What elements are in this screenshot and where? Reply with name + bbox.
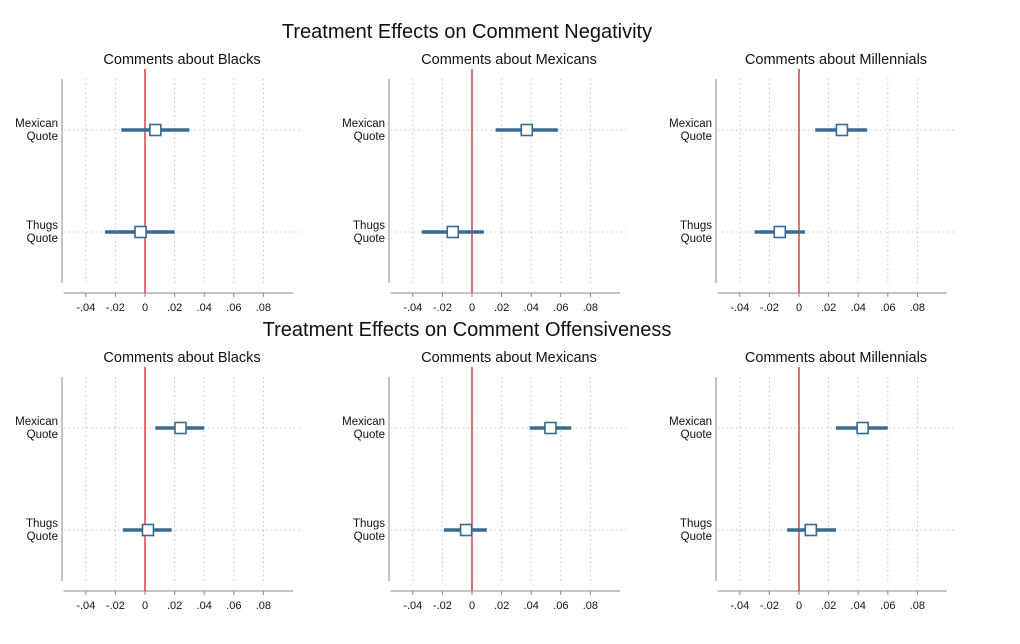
panel-4-category-label: Quote	[27, 429, 58, 441]
panel-3-x-tick-label: .08	[910, 302, 925, 314]
panel-1-category-label: Thugs	[26, 220, 58, 232]
panel-4-x-tick-label: .04	[197, 600, 212, 612]
panel-3-x-tick-label: .04	[851, 302, 866, 314]
panel-3-category-label: Thugs	[680, 220, 712, 232]
panel-3-category-label: Quote	[681, 233, 712, 245]
panel-3-point-estimate	[773, 225, 787, 239]
panel-2-point-estimate	[446, 225, 460, 239]
panel-5-subtitle: Comments about Mexicans	[421, 350, 597, 366]
panel-3-x-tick-label: -.04	[730, 302, 749, 314]
panel-4-category-label: Mexican	[15, 416, 58, 428]
panel-4-category-label: Quote	[27, 531, 58, 543]
panel-2-x-tick-label: -.04	[403, 302, 422, 314]
panel-4-point-estimate	[141, 523, 155, 537]
panel-6-x-tick-label: -.04	[730, 600, 749, 612]
panel-1-category-label: Quote	[27, 233, 58, 245]
panel-5-category-label: Thugs	[353, 518, 385, 530]
panel-1-category-label: Mexican	[15, 118, 58, 130]
panel-4-subtitle: Comments about Blacks	[103, 350, 260, 366]
panel-6-category-label: Thugs	[680, 518, 712, 530]
panel-6-x-tick-label: .02	[821, 600, 836, 612]
panel-6-point-estimate	[804, 523, 818, 537]
panel-6-category-label: Quote	[681, 429, 712, 441]
panel-3-category-label: Mexican	[669, 118, 712, 130]
panel-6-x-tick-label: .08	[910, 600, 925, 612]
panel-6-x-tick-label: 0	[796, 600, 802, 612]
panel-1-point-estimate	[149, 123, 162, 137]
panel-2-category-label: Quote	[354, 131, 385, 143]
panel-5-x-tick-label: .08	[583, 600, 598, 612]
panel-4-point-estimate	[174, 421, 187, 435]
panel-5-point-estimate	[459, 523, 473, 537]
panel-5-x-tick-label: .02	[494, 600, 509, 612]
panel-3-subtitle: Comments about Millennials	[745, 52, 927, 68]
panel-5-x-tick-label: .06	[553, 600, 568, 612]
panel-1-category-label: Quote	[27, 131, 58, 143]
panel-2-subtitle: Comments about Mexicans	[421, 52, 597, 68]
panel-3-x-tick-label: .02	[821, 302, 836, 314]
panel-1-x-tick-label: -.04	[76, 302, 95, 314]
panel-4-x-tick-label: .06	[226, 600, 241, 612]
panel-3-x-tick-label: .06	[880, 302, 895, 314]
panel-3-x-tick-label: -.02	[760, 302, 779, 314]
panel-2-category-label: Quote	[354, 233, 385, 245]
panel-4-x-tick-label: .08	[256, 600, 271, 612]
panel-2-x-tick-label: 0	[469, 302, 475, 314]
panel-2-x-tick-label: .08	[583, 302, 598, 314]
panel-6-x-tick-label: .04	[851, 600, 866, 612]
panel-2-x-tick-label: -.02	[433, 302, 452, 314]
panel-1-x-tick-label: .06	[226, 302, 241, 314]
panel-4-x-tick-label: 0	[142, 600, 148, 612]
panel-5-category-label: Quote	[354, 429, 385, 441]
panel-1-point-estimate	[134, 225, 147, 239]
panel-5-category-label: Mexican	[342, 416, 385, 428]
panel-1-x-tick-label: .08	[256, 302, 271, 314]
panel-2-x-tick-label: .04	[524, 302, 539, 314]
panel-1-x-tick-label: -.02	[106, 302, 125, 314]
panel-6-category-label: Mexican	[669, 416, 712, 428]
panel-3-x-tick-label: 0	[796, 302, 802, 314]
panel-2-category-label: Thugs	[353, 220, 385, 232]
panel-6-x-tick-label: -.02	[760, 600, 779, 612]
panel-3-category-label: Quote	[681, 131, 712, 143]
panel-2-point-estimate	[520, 123, 534, 137]
panel-1-subtitle: Comments about Blacks	[103, 52, 260, 68]
section-title-negativity: Treatment Effects on Comment Negativity	[281, 21, 653, 43]
panel-2-x-tick-label: .06	[553, 302, 568, 314]
section-title-offensiveness: Treatment Effects on Comment Offensivene…	[262, 319, 672, 341]
panel-4-x-tick-label: -.02	[106, 600, 125, 612]
panel-6-x-tick-label: .06	[880, 600, 895, 612]
panel-2-category-label: Mexican	[342, 118, 385, 130]
panel-3-point-estimate	[835, 123, 849, 137]
panel-5-x-tick-label: 0	[469, 600, 475, 612]
panel-1-x-tick-label: .02	[167, 302, 182, 314]
panel-1-x-tick-label: 0	[142, 302, 148, 314]
panel-2-x-tick-label: .02	[494, 302, 509, 314]
panel-5-category-label: Quote	[354, 531, 385, 543]
panel-6-category-label: Quote	[681, 531, 712, 543]
panel-4-x-tick-label: .02	[167, 600, 182, 612]
panel-6-point-estimate	[856, 421, 869, 435]
panel-4-x-tick-label: -.04	[76, 600, 95, 612]
panel-4-category-label: Thugs	[26, 518, 58, 530]
panel-5-x-tick-label: -.04	[403, 600, 422, 612]
panel-5-point-estimate	[544, 421, 557, 435]
panel-6-subtitle: Comments about Millennials	[745, 350, 927, 366]
panel-1-x-tick-label: .04	[197, 302, 212, 314]
panel-5-x-tick-label: -.02	[433, 600, 452, 612]
panel-5-x-tick-label: .04	[524, 600, 539, 612]
